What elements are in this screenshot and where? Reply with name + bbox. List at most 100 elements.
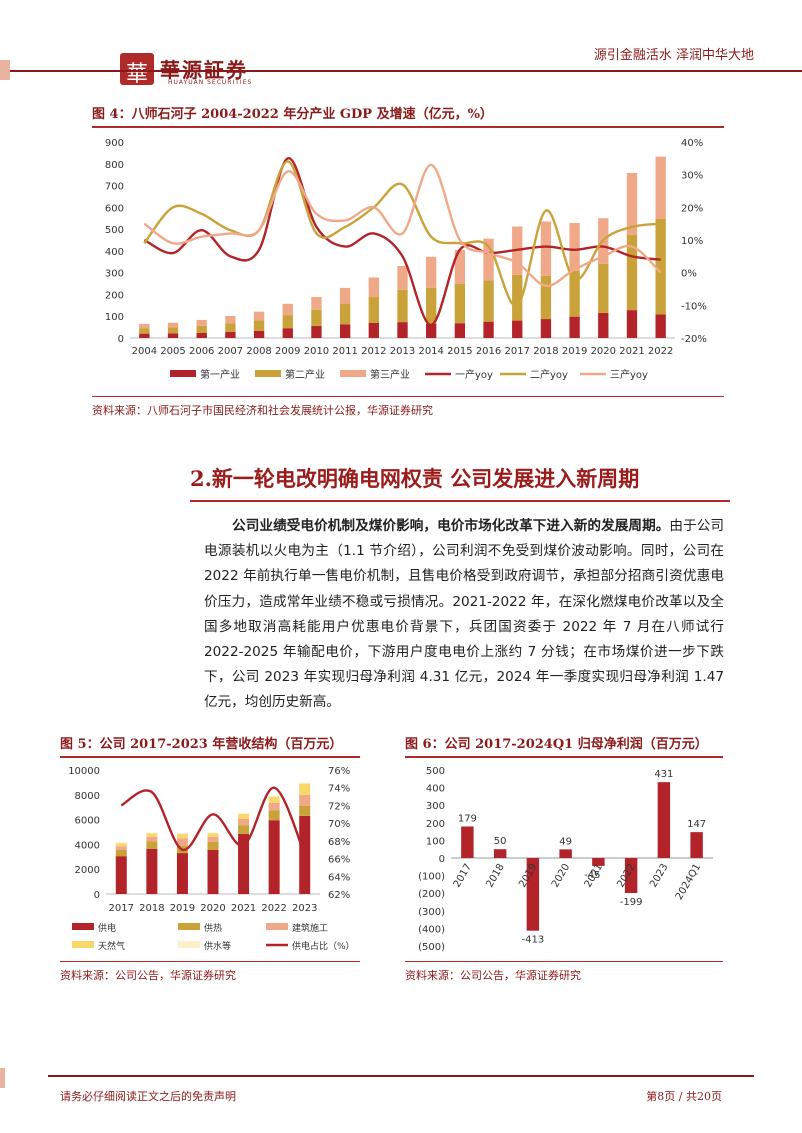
bar-第三产业: [253, 311, 265, 321]
bar-第三产业: [167, 322, 179, 328]
y-left-tick-label: 0: [118, 334, 124, 345]
bar-第一产业: [540, 319, 552, 338]
bar-第一产业: [253, 330, 265, 338]
section-paragraph: 公司业绩受电价机制及煤价影响，电价市场化改革下进入新的发展周期。由于公司电源装机…: [204, 514, 724, 716]
bar-第三产业: [339, 287, 351, 304]
y-tick-label: 400: [426, 784, 445, 795]
y-right-tick-label: 30%: [681, 171, 703, 182]
figure6-chart: (500) (400) (300) (200) (100) 0 100 200 300 400 50…: [418, 766, 713, 953]
legend-label: 一产yoy: [455, 368, 493, 381]
footer-disclaimer: 请务必仔细阅读正文之后的免责声明: [60, 1090, 236, 1103]
x-tick-label: 2023: [292, 903, 317, 914]
figure5-top-rule: [60, 756, 360, 758]
bar-天然气: [238, 814, 250, 819]
bar-供电: [268, 820, 280, 894]
y-left-tick-label: 900: [105, 138, 124, 149]
bar-供电: [115, 856, 127, 894]
legend-swatch: [340, 370, 366, 377]
bar-第三产业: [139, 323, 150, 329]
figure4-chart: 0 100 200 300 400 500 600 700 800 900 -20% -10% 0% 10…: [105, 138, 707, 381]
y-right-tick-label: 74%: [328, 784, 350, 795]
x-tick-label: 2019: [170, 903, 195, 914]
legend-label: 二产yoy: [530, 368, 568, 381]
bar-建筑施工: [299, 794, 311, 806]
x-tick-label: 2012: [361, 346, 386, 357]
y-left-tick-label: 4000: [75, 840, 100, 851]
bar-第一产业: [282, 328, 293, 338]
x-tick-label: 2011: [332, 346, 357, 357]
line-三产yoy: [143, 163, 662, 287]
bar-net-profit: [493, 849, 507, 858]
header-slogan: 源引金融活水 泽润中华大地: [593, 48, 754, 63]
bar-供电: [299, 815, 311, 894]
figure6-bottom-rule: [405, 961, 723, 962]
bar-第二产业: [196, 325, 207, 333]
bar-供水等: [115, 842, 127, 844]
y-tick-label: 300: [426, 801, 445, 812]
x-tick-label: 2010: [304, 346, 329, 357]
x-tick-label: 2017: [505, 346, 530, 357]
x-tick-label: 2022: [648, 346, 673, 357]
figure5-bottom-rule: [60, 961, 360, 962]
x-tick-label: 2007: [218, 346, 243, 357]
bar-供热: [299, 805, 311, 816]
y-left-tick-label: 700: [105, 182, 124, 193]
bar-第二产业: [426, 287, 437, 324]
bar-第二产业: [483, 280, 494, 322]
figure4-top-rule: [92, 126, 724, 128]
figure6-title: 图 6：公司 2017-2024Q1 归母净利润（百万元）: [405, 737, 708, 752]
legend-label: 三产yoy: [610, 368, 648, 381]
y-tick-label: (400): [418, 924, 445, 935]
x-tick-label: 2009: [275, 346, 300, 357]
bar-第一产业: [655, 314, 666, 338]
bar-供水等: [268, 795, 280, 797]
y-left-tick-label: 400: [105, 247, 124, 258]
x-tick-label: 2022: [261, 903, 286, 914]
x-tick-label: 2017: [109, 903, 134, 914]
y-right-tick-label: 0%: [681, 269, 697, 280]
x-tick-label: 2020: [200, 903, 225, 914]
legend-label: 供水等: [204, 940, 231, 952]
bar-第一产业: [139, 333, 150, 338]
legend-label: 第一产业: [200, 368, 240, 381]
bar-第二产业: [626, 234, 638, 311]
y-left-tick-label: 800: [105, 160, 124, 171]
bar-第三产业: [368, 277, 379, 298]
bar-天然气: [115, 843, 127, 847]
data-label: -45: [584, 870, 600, 881]
figure6-source: 资料来源：公司公告，华源证券研究: [405, 969, 581, 982]
data-label: -199: [620, 897, 643, 908]
x-tick-label: 2013: [390, 346, 415, 357]
bar-供电: [238, 833, 250, 894]
bar-第二产业: [569, 270, 580, 317]
legend-label: 第二产业: [285, 368, 325, 381]
x-tick-label: 2005: [160, 346, 185, 357]
bar-供水等: [207, 832, 219, 834]
bar-第二产业: [512, 274, 523, 321]
bar-建筑施工: [238, 818, 250, 826]
y-left-tick-label: 200: [105, 290, 124, 301]
bar-第一产业: [311, 326, 322, 338]
bar-供水等: [146, 832, 158, 834]
y-right-tick-label: 62%: [328, 890, 350, 901]
bar-第一产业: [626, 310, 638, 338]
company-logo: 華: [120, 53, 154, 87]
figure5-chart: 0 2000 4000 6000 8000 10000 62% 64% 66% 68% 70% 72%…: [68, 766, 354, 952]
bar-供水等: [299, 782, 311, 784]
logo-mark: 華: [125, 62, 148, 87]
logo-subtitle: HUAYUAN SECURITIES: [168, 79, 253, 86]
x-tick-label: 2008: [246, 346, 271, 357]
bar-第二产业: [139, 328, 150, 334]
y-left-tick-label: 10000: [68, 766, 100, 777]
y-left-tick-label: 300: [105, 269, 124, 280]
bar-第三产业: [426, 256, 437, 288]
bar-天然气: [146, 833, 158, 837]
y-right-tick-label: 64%: [328, 872, 350, 883]
bar-net-profit: [461, 826, 474, 858]
bar-第二产业: [282, 315, 293, 329]
bar-建筑施工: [176, 838, 188, 846]
bar-天然气: [176, 833, 188, 839]
bar-第一产业: [598, 312, 609, 338]
section-rule: [190, 500, 730, 502]
bar-第二产业: [598, 263, 609, 313]
